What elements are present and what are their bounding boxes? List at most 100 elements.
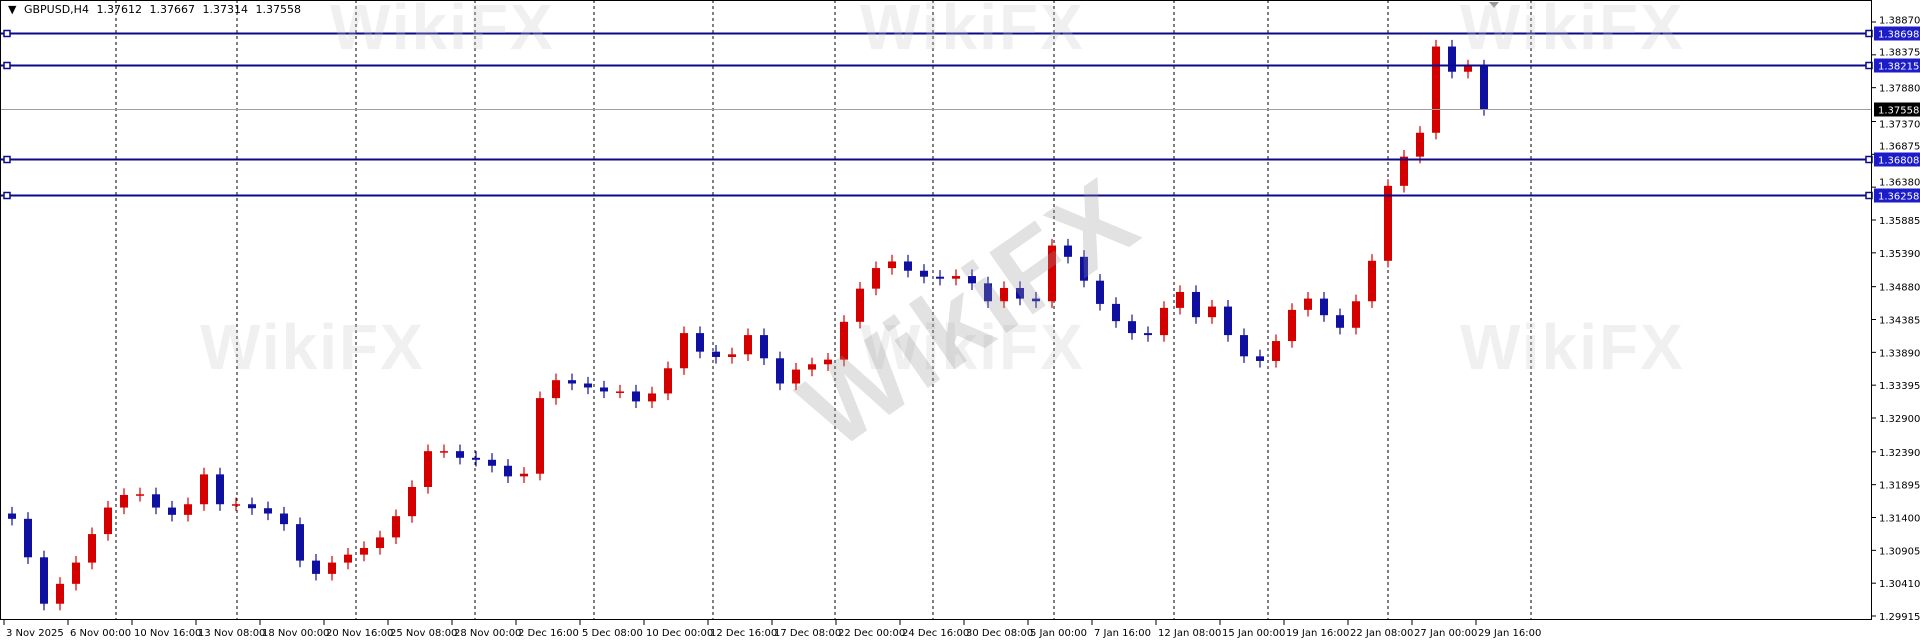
time-tick-label: 28 Nov 00:00 xyxy=(454,628,521,639)
price-tick-label: 1.33395 xyxy=(1879,381,1920,392)
level-price-label-bg xyxy=(1874,188,1920,203)
candle-body xyxy=(696,333,704,352)
open-value: 1.37612 xyxy=(96,3,142,16)
candle-body xyxy=(1208,306,1216,318)
candle-body xyxy=(1384,185,1392,261)
price-tick-label: 1.36380 xyxy=(1879,178,1920,189)
candle-body xyxy=(504,465,512,477)
time-tick-label: 18 Nov 00:00 xyxy=(262,628,329,639)
candle-body xyxy=(472,457,480,460)
candle-body xyxy=(600,387,608,392)
candle-body xyxy=(72,562,80,584)
time-tick-label: 7 Jan 16:00 xyxy=(1094,628,1151,639)
candle-body xyxy=(376,537,384,549)
time-tick-label: 5 Jan 00:00 xyxy=(1030,628,1087,639)
level-price-label-bg xyxy=(1874,152,1920,167)
candle-body xyxy=(168,507,176,515)
candle-body xyxy=(808,364,816,370)
candle-body xyxy=(1448,46,1456,72)
time-tick-label: 19 Jan 16:00 xyxy=(1286,628,1349,639)
candle-body xyxy=(1224,306,1232,336)
candle-body xyxy=(1016,287,1024,299)
time-tick-label: 12 Dec 16:00 xyxy=(710,628,777,639)
candle-body xyxy=(824,359,832,365)
price-tick-label: 1.38375 xyxy=(1879,48,1920,59)
candle-body xyxy=(680,333,688,369)
candle-body xyxy=(872,268,880,289)
candle-body xyxy=(1144,333,1152,336)
candle-body xyxy=(904,261,912,271)
candle-body xyxy=(104,507,112,535)
candle-body xyxy=(424,451,432,487)
price-tick-label: 1.30410 xyxy=(1879,579,1920,590)
candle-body xyxy=(536,398,544,474)
time-tick-label: 20 Nov 16:00 xyxy=(326,628,393,639)
price-tick-label: 1.38870 xyxy=(1879,16,1920,27)
level-handle-left[interactable] xyxy=(3,29,11,38)
price-tick-label: 1.35885 xyxy=(1879,216,1920,227)
price-tick-label: 1.33890 xyxy=(1879,348,1920,359)
level-handle-left[interactable] xyxy=(3,155,11,164)
candle-body xyxy=(1192,291,1200,318)
collapse-triangle-icon[interactable]: ▼ xyxy=(8,3,17,16)
candle-body xyxy=(456,451,464,458)
price-tick-label: 1.37370 xyxy=(1879,120,1920,131)
candle-body xyxy=(1368,260,1376,302)
candle-body xyxy=(728,354,736,357)
close-value: 1.37558 xyxy=(255,3,301,16)
candle-body xyxy=(968,276,976,284)
candle-body xyxy=(248,504,256,509)
candle-body xyxy=(24,518,32,558)
time-tick-label: 22 Jan 08:00 xyxy=(1350,628,1413,639)
candle-body xyxy=(936,276,944,279)
price-tick-label: 1.34880 xyxy=(1879,283,1920,294)
candle-body xyxy=(264,508,272,514)
candle-body xyxy=(1400,156,1408,186)
candle-body xyxy=(1352,301,1360,328)
candle-body xyxy=(440,451,448,453)
candle-body xyxy=(296,524,304,561)
horizontal-levels xyxy=(0,29,1873,200)
time-tick-label: 10 Dec 00:00 xyxy=(646,628,713,639)
time-tick-label: 27 Jan 00:00 xyxy=(1414,628,1477,639)
high-value: 1.37667 xyxy=(149,3,195,16)
candle-body xyxy=(856,288,864,322)
candle-body xyxy=(712,351,720,357)
candle-body xyxy=(1032,298,1040,302)
candle-body xyxy=(120,494,128,508)
price-tick-label: 1.32900 xyxy=(1879,414,1920,425)
level-labels: 1.38698 1.38215 1.36808 1.36258 1.37558 xyxy=(1874,26,1920,203)
price-tick-label: 1.36875 xyxy=(1879,142,1920,153)
price-tick-label: 1.34385 xyxy=(1879,315,1920,326)
level-price-label: 1.38215 xyxy=(1878,62,1919,73)
candle-body xyxy=(184,504,192,515)
price-tick-label: 1.35390 xyxy=(1879,249,1920,260)
candle-body xyxy=(312,560,320,574)
candle-body xyxy=(1240,335,1248,357)
level-handle-left[interactable] xyxy=(3,61,11,70)
price-tick-label: 1.32390 xyxy=(1879,448,1920,459)
candle-body xyxy=(392,516,400,538)
candle-body xyxy=(1128,321,1136,334)
time-tick-label: 30 Dec 08:00 xyxy=(966,628,1033,639)
candle-body xyxy=(984,283,992,302)
candle-body xyxy=(1064,245,1072,257)
level-price-label: 1.38698 xyxy=(1878,30,1919,41)
price-tick-label: 1.31895 xyxy=(1879,481,1920,492)
candle-body xyxy=(744,335,752,355)
time-tick-label: 10 Nov 16:00 xyxy=(134,628,201,639)
level-price-label-bg xyxy=(1874,58,1920,73)
time-tick-label: 5 Dec 08:00 xyxy=(582,628,643,639)
chart-shift-marker-icon[interactable] xyxy=(1489,2,1499,8)
candle-body xyxy=(216,474,224,505)
candle-body xyxy=(792,369,800,384)
level-handle-left[interactable] xyxy=(3,191,11,200)
candle-body xyxy=(328,562,336,574)
candle-body xyxy=(1048,245,1056,302)
candle-body xyxy=(552,380,560,399)
candle-body xyxy=(1480,66,1488,110)
candle-body xyxy=(840,321,848,360)
candle-body xyxy=(616,391,624,393)
period-separators xyxy=(115,0,1532,620)
